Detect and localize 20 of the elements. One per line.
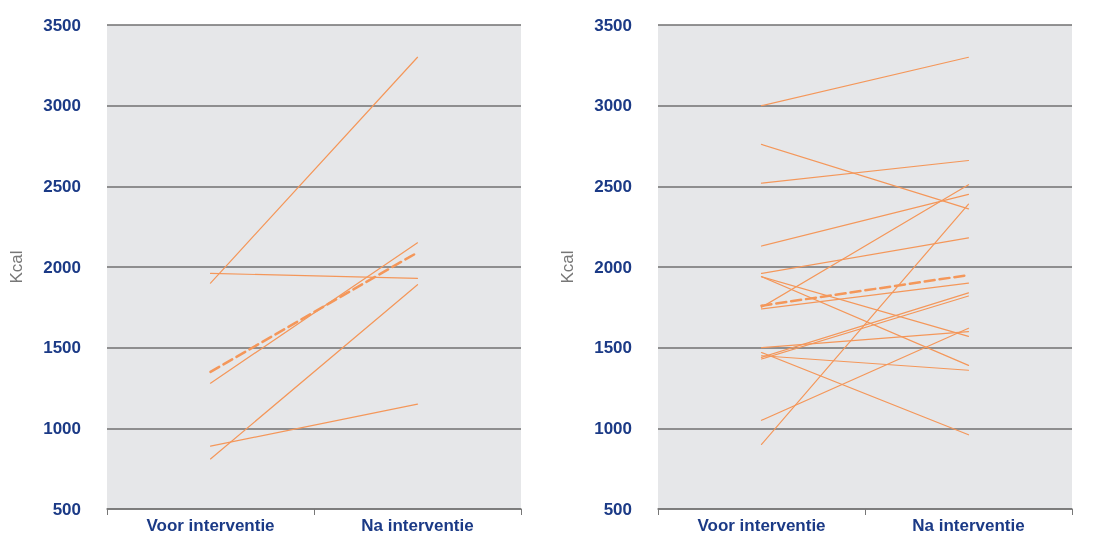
y-tick-label: 1500 xyxy=(594,338,632,358)
y-tick-label: 1500 xyxy=(43,338,81,358)
x-tick-label: Na interventie xyxy=(912,516,1025,535)
y-tick-label: 3500 xyxy=(43,15,81,35)
x-tick-label: Voor interventie xyxy=(146,516,275,535)
y-axis-title: Kcal xyxy=(7,250,26,284)
y-tick-label: 500 xyxy=(603,499,632,519)
y-tick-label: 500 xyxy=(52,499,81,519)
x-tick-label: Voor interventie xyxy=(697,516,826,535)
y-tick-label: 2000 xyxy=(594,257,632,277)
y-tick-label: 1000 xyxy=(43,418,81,438)
y-tick-label: 1000 xyxy=(594,418,632,438)
y-tick-label: 2500 xyxy=(594,176,632,196)
y-tick-label: 3500 xyxy=(594,15,632,35)
x-tick-label: Na interventie xyxy=(361,516,474,535)
y-tick-label: 2000 xyxy=(43,257,81,277)
y-axis-title: Kcal xyxy=(558,250,577,284)
y-tick-label: 3000 xyxy=(43,96,81,116)
y-tick-label: 3000 xyxy=(594,96,632,116)
y-tick-label: 2500 xyxy=(43,176,81,196)
